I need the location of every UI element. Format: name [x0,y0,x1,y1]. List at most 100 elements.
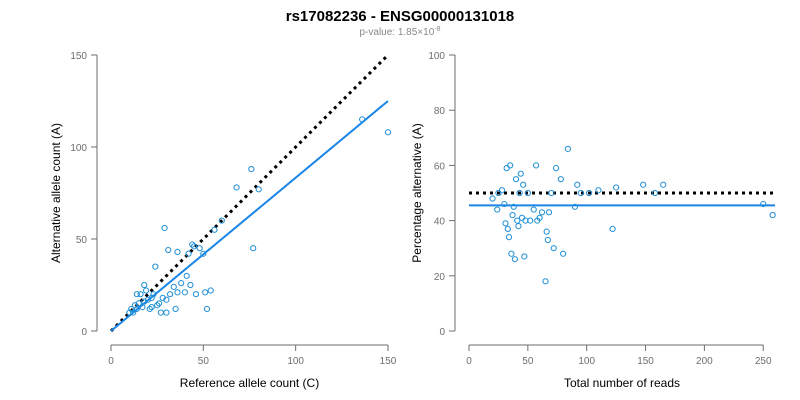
data-point [200,250,207,257]
y-tick-label: 100 [428,51,445,62]
data-point [534,217,541,224]
data-point [137,291,144,298]
x-tick-label: 100 [578,356,595,367]
data-point [174,289,181,296]
percentage-panel: 0 50 100 150 200 250 0 20 40 60 80 100 Total number … [410,51,776,390]
data-point [542,278,549,285]
fit-line [110,100,389,332]
data-point [133,291,140,298]
y-tick-label: 20 [434,272,446,283]
y-tick-label: 100 [70,143,87,154]
data-point [152,263,159,270]
y-axis-title: Alternative allele count (A) [49,123,63,263]
subtitle-prefix: p-value: 1.85×10 [359,27,434,38]
data-point [196,245,203,252]
y-tick-label: 40 [434,217,446,228]
data-point [564,145,571,152]
data-point [521,253,528,260]
data-point [527,217,534,224]
y-axis-title: Percentage alternative (A) [410,123,424,262]
y-tick-label: 50 [76,235,88,246]
data-point [505,234,513,241]
data-point [538,209,546,216]
x-axis-title: Reference allele count (C) [180,376,319,390]
data-point [640,181,647,188]
data-point [255,186,262,193]
data-point [509,211,516,219]
data-point [489,195,496,202]
data-point [131,302,139,309]
subtitle-exponent: -8 [434,26,440,33]
data-point [507,162,514,169]
data-point [163,296,170,303]
data-point [172,305,179,313]
reference-line [109,53,390,333]
data-point [181,289,188,296]
data-point [218,217,225,224]
y-tick-label: 60 [434,161,446,172]
x-tick-label: 50 [522,356,534,367]
x-tick-label: 150 [637,356,654,367]
data-point [574,181,581,188]
data-point [552,165,560,172]
data-point [517,170,524,177]
data-point [192,291,200,298]
data-point [139,303,146,311]
x-axis-title: Total number of reads [564,376,680,390]
data-point [510,203,517,210]
data-point [524,189,531,197]
data-point [161,224,168,232]
data-point [144,296,152,303]
data-point [203,305,211,313]
data-point [512,176,520,183]
data-point [504,225,511,232]
data-point [170,283,177,290]
y-tick-label: 0 [81,327,87,338]
data-point [202,289,209,296]
data-point [560,250,567,257]
data-point [545,209,553,216]
allele-count-panel: 0 50 100 150 0 50 100 150 Reference allele count… [49,51,397,390]
data-point [250,245,257,252]
data-point [543,228,550,235]
data-point [651,189,659,197]
x-tick-label: 150 [380,356,397,367]
data-point [146,305,153,313]
data-point [163,309,170,316]
data-point [557,176,564,183]
data-point [187,281,194,289]
x-tick-label: 250 [755,356,772,367]
data-point [154,302,161,309]
data-point [148,303,155,311]
data-point [544,236,551,244]
data-point [185,250,192,257]
data-point [498,187,506,194]
data-point [141,298,148,305]
data-point [516,189,523,197]
data-point [769,211,776,219]
data-point [609,225,616,232]
data-point [585,189,593,197]
y-tick-label: 80 [434,106,446,117]
x-tick-label: 0 [108,356,114,367]
data-point [613,184,620,191]
data-point [384,129,392,136]
data-point [191,243,198,250]
data-point [233,184,240,191]
data-point [508,250,515,257]
data-point [501,200,508,208]
data-point [518,214,526,221]
data-point [595,187,602,194]
data-point [150,291,157,298]
data-point [511,256,519,263]
data-point [550,245,557,252]
data-point [660,181,667,188]
data-point [548,189,555,197]
data-point [502,220,509,227]
data-point [359,116,366,123]
chart-subtitle: p-value: 1.85×10-8 [359,26,440,38]
data-point [577,189,584,197]
x-tick-label: 200 [696,356,713,367]
data-point [178,280,185,287]
